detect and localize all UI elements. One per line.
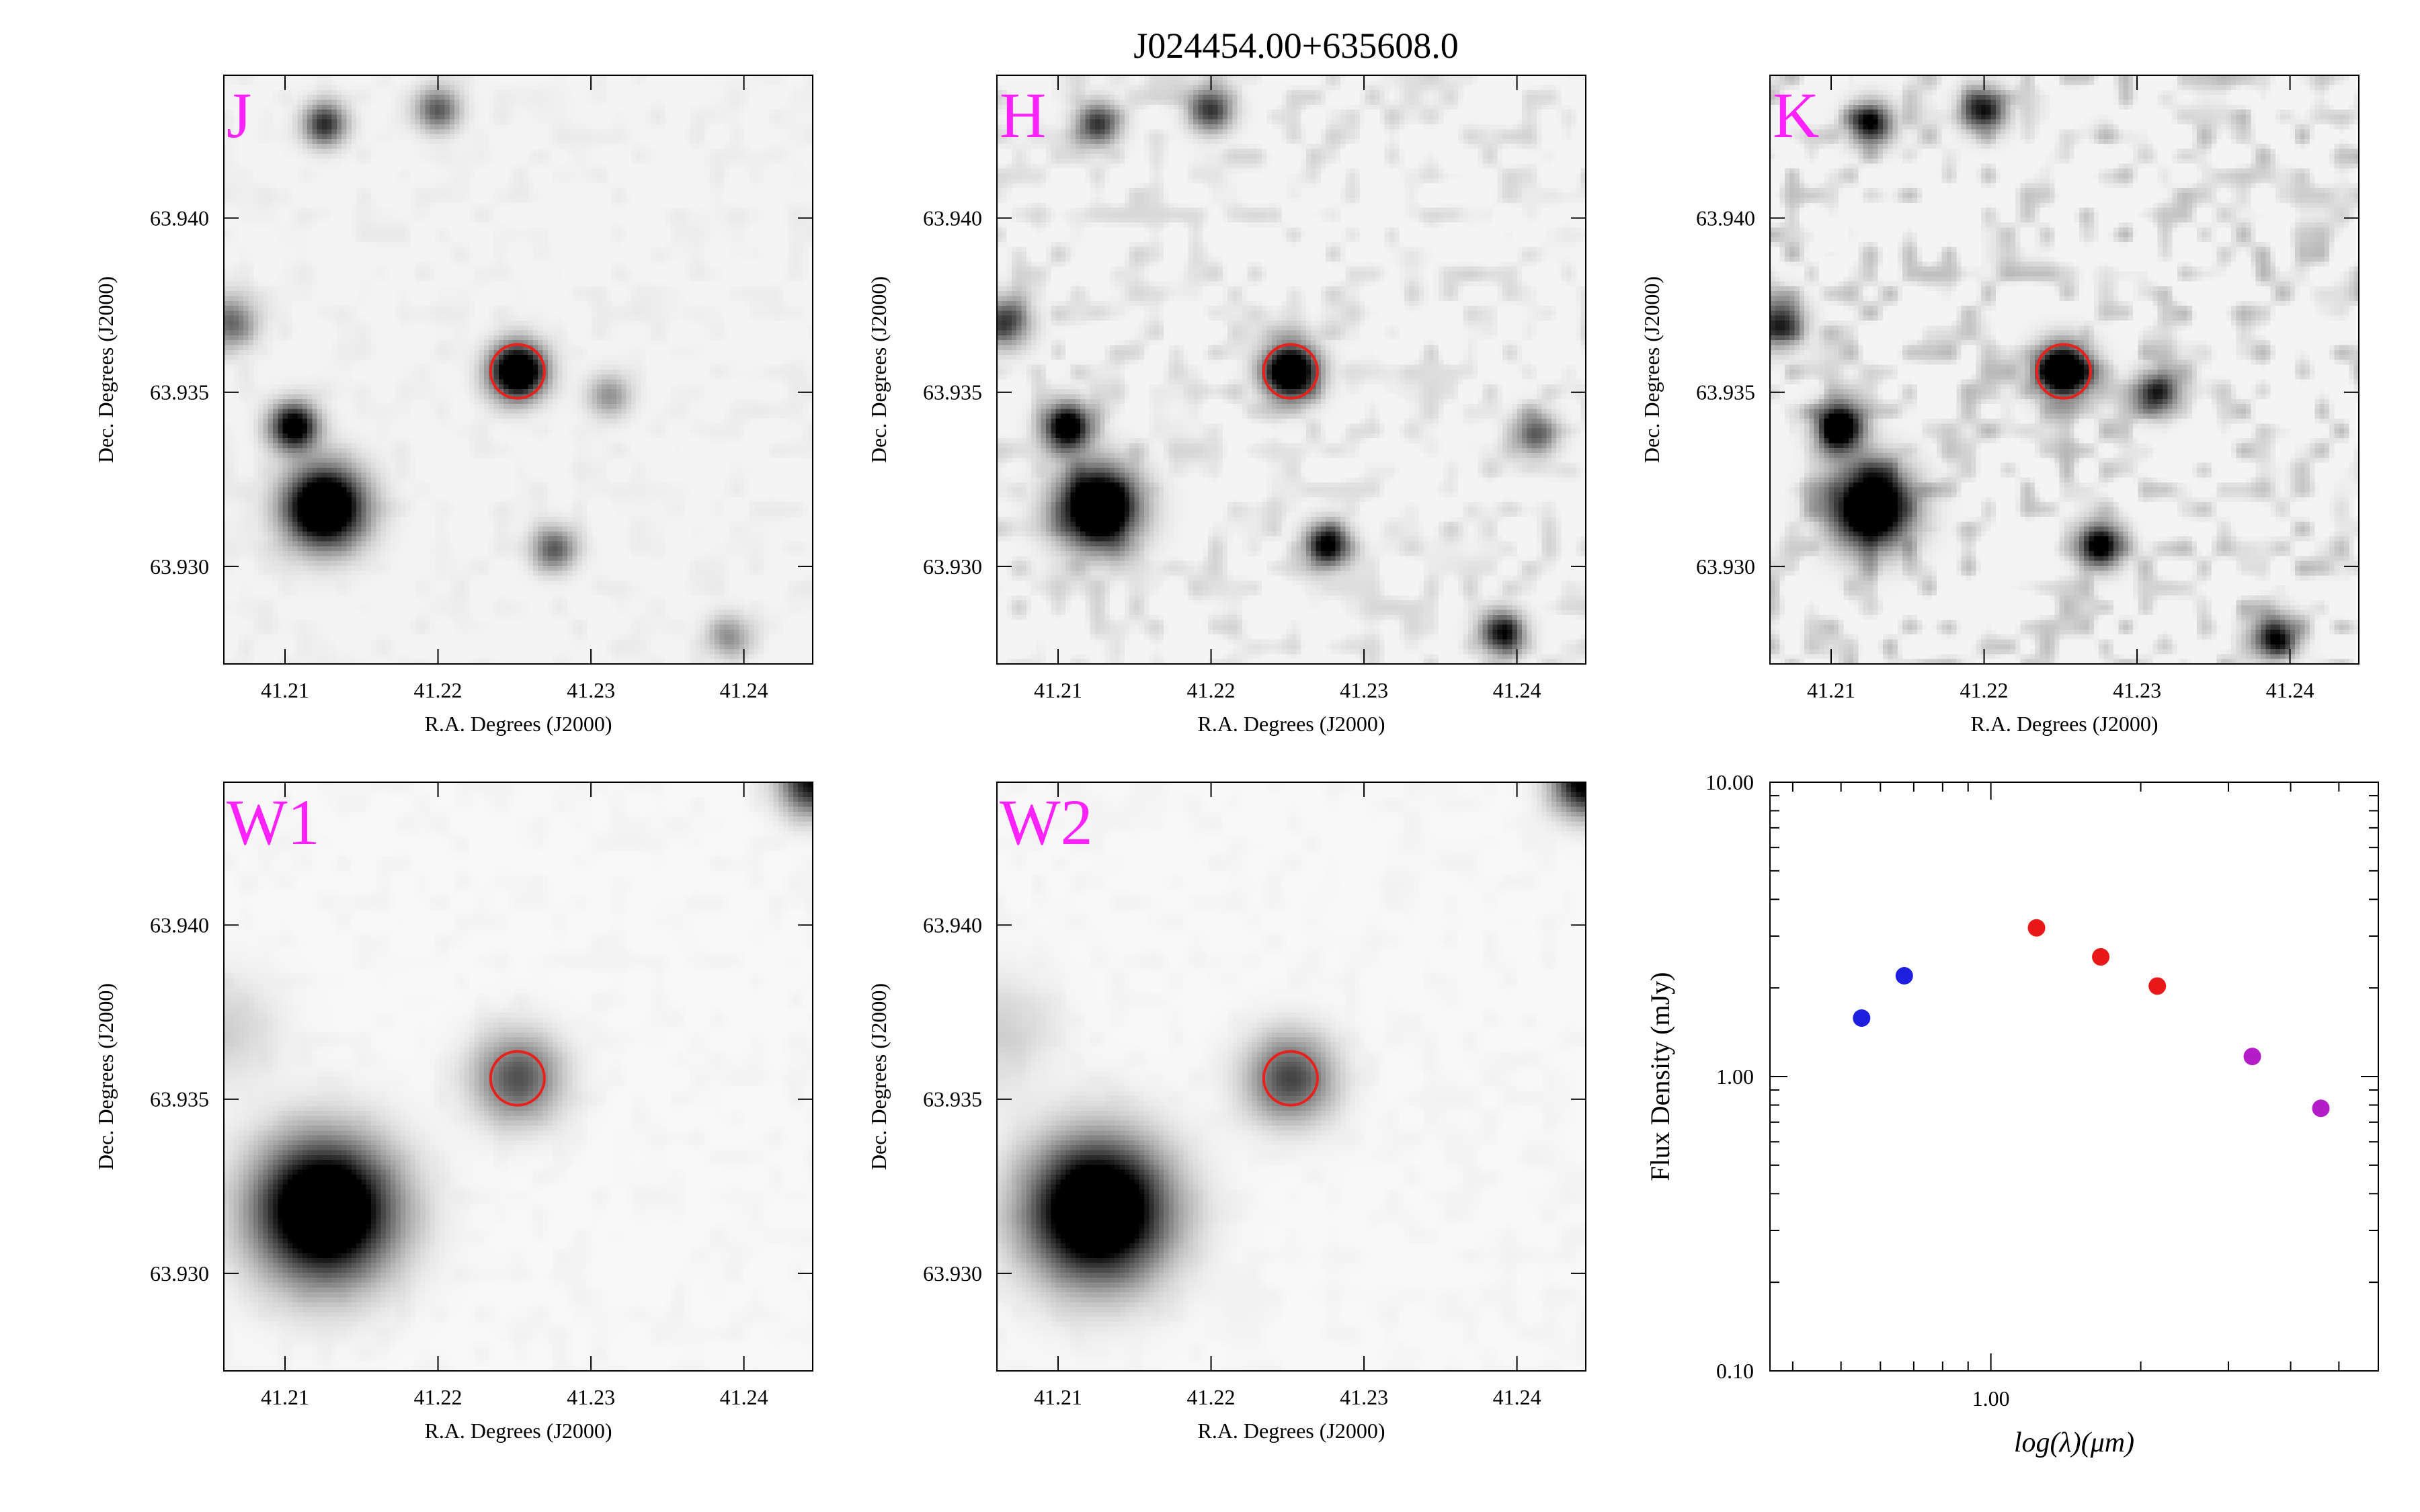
- x-axis-label: R.A. Degrees (J2000): [1970, 712, 2158, 736]
- x-tick-label: 41.23: [1340, 1385, 1388, 1409]
- y-tick-label: 63.940: [150, 913, 209, 937]
- y-axis-label: Dec. Degrees (J2000): [866, 983, 891, 1170]
- target-marker-circle: [1262, 1050, 1319, 1107]
- cutout-image-w2: [997, 782, 1586, 1371]
- image-panel-w2: 41.21 41.22 41.23 41.24 63.930 63.935 63.940 R.…: [866, 782, 1586, 1443]
- sed-point: [2243, 1048, 2261, 1066]
- y-tick-label: 63.940: [923, 913, 982, 937]
- cutout-image-h: [997, 75, 1586, 664]
- y-tick-label: 63.935: [1696, 380, 1755, 405]
- y-tick-label: 63.930: [1696, 554, 1755, 579]
- x-tick-label: 41.23: [567, 1385, 615, 1409]
- x-axis-label: R.A. Degrees (J2000): [424, 1419, 612, 1443]
- y-tick-label: 1.00: [1716, 1064, 1754, 1089]
- y-tick-label: 63.940: [150, 206, 209, 230]
- band-label: H: [1000, 79, 1046, 151]
- x-tick-label: 41.22: [414, 1385, 462, 1409]
- panel-frame: [996, 782, 1586, 1372]
- x-tick-label: 41.21: [261, 1385, 309, 1409]
- x-axis-label: R.A. Degrees (J2000): [424, 712, 612, 736]
- y-tick-label: 63.930: [923, 1261, 982, 1286]
- image-panel-k: 41.21 41.22 41.23 41.24 63.930 63.935 63.940 R.…: [1640, 75, 2360, 736]
- y-tick-label: 63.930: [923, 554, 982, 579]
- sed-point: [2312, 1099, 2330, 1118]
- x-tick-label: 41.24: [1493, 1385, 1541, 1409]
- target-marker-circle: [489, 343, 546, 400]
- image-panel-w1: 41.21 41.22 41.23 41.24 63.930 63.935 63.940 R.…: [93, 782, 813, 1443]
- x-tick-label: 41.24: [720, 1385, 768, 1409]
- panel-frame: [1769, 75, 2360, 665]
- band-label: W2: [1000, 786, 1093, 858]
- band-label: K: [1773, 79, 1819, 151]
- y-axis-label: Flux Density (mJy): [1645, 972, 1675, 1181]
- cutout-image-k: [1770, 75, 2359, 664]
- target-marker-circle: [1262, 343, 1319, 400]
- band-label: W1: [227, 786, 320, 858]
- cutout-image-j: [224, 75, 813, 664]
- target-marker-circle: [489, 1050, 546, 1107]
- y-axis-label: Dec. Degrees (J2000): [93, 276, 118, 463]
- figure-title: J024454.00+635608.0: [1133, 26, 1458, 66]
- x-tick-label: 41.22: [1187, 1385, 1236, 1409]
- x-tick-label: 41.23: [2113, 678, 2161, 702]
- sed-point: [1895, 967, 1913, 985]
- x-tick-label: 41.21: [1807, 678, 1855, 702]
- sed-frame: [1769, 782, 2379, 1372]
- y-tick-label: 63.935: [150, 380, 209, 405]
- y-tick-label: 63.935: [150, 1087, 209, 1111]
- y-axis-label: Dec. Degrees (J2000): [1640, 276, 1664, 463]
- image-panel-h: 41.21 41.22 41.23 41.24 63.930 63.935 63.940 R.…: [866, 75, 1586, 736]
- y-tick-label: 63.935: [923, 380, 982, 405]
- x-tick-label: 41.23: [567, 678, 615, 702]
- x-tick-label: 41.21: [1034, 1385, 1082, 1409]
- image-panels: 41.21 41.22 41.23 41.24 63.930 63.935 63.940 R.…: [93, 75, 2360, 1443]
- x-axis-label: R.A. Degrees (J2000): [1197, 712, 1385, 736]
- x-tick-label: 1.00: [1972, 1386, 2010, 1411]
- sed-point: [2027, 919, 2046, 937]
- y-tick-label: 63.930: [150, 1261, 209, 1286]
- x-tick-label: 41.24: [720, 678, 768, 702]
- y-tick-label: 63.940: [1696, 206, 1755, 230]
- x-axis-label: log(λ)(μm): [2014, 1427, 2134, 1458]
- y-axis-label: Dec. Degrees (J2000): [866, 276, 891, 463]
- image-panel-j: 41.21 41.22 41.23 41.24 63.930 63.935 63.940 R.…: [93, 75, 813, 736]
- x-tick-label: 41.22: [1187, 678, 1236, 702]
- y-tick-label: 0.10: [1716, 1359, 1754, 1383]
- x-tick-label: 41.22: [1960, 678, 2009, 702]
- x-tick-label: 41.21: [261, 678, 309, 702]
- y-tick-label: 63.940: [923, 206, 982, 230]
- sed-chart: 1.00 0.10 1.00 10.00 log(λ)(μm) Flux Density …: [1645, 770, 2379, 1458]
- x-axis-label: R.A. Degrees (J2000): [1197, 1419, 1385, 1443]
- sed-point: [2148, 977, 2167, 995]
- y-tick-label: 10.00: [1705, 770, 1754, 794]
- y-tick-label: 63.930: [150, 554, 209, 579]
- sed-point: [1853, 1009, 1871, 1027]
- cutout-image-w1: [224, 782, 813, 1371]
- panel-frame: [996, 75, 1586, 665]
- band-label: J: [227, 79, 251, 151]
- panel-frame: [223, 75, 813, 665]
- x-tick-label: 41.22: [414, 678, 462, 702]
- sed-point: [2092, 948, 2110, 966]
- x-tick-label: 41.23: [1340, 678, 1388, 702]
- y-axis-label: Dec. Degrees (J2000): [93, 983, 118, 1170]
- x-tick-label: 41.21: [1034, 678, 1082, 702]
- x-tick-label: 41.24: [2266, 678, 2314, 702]
- panel-frame: [223, 782, 813, 1372]
- y-tick-label: 63.935: [923, 1087, 982, 1111]
- x-tick-label: 41.24: [1493, 678, 1541, 702]
- target-marker-circle: [2035, 343, 2092, 400]
